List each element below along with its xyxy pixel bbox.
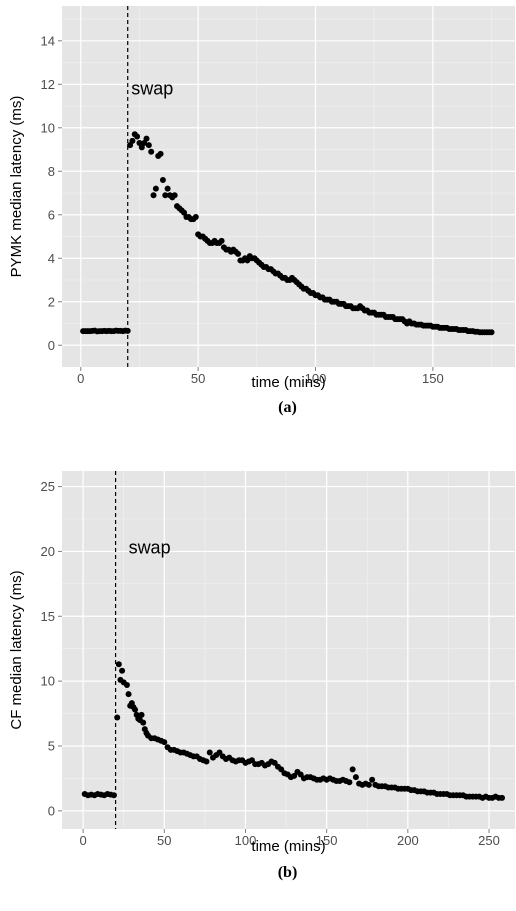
y-tick-label: 20 — [41, 544, 55, 559]
swap-label: swap — [131, 79, 173, 99]
panel-b: 0 50 100 150 200 250 0 5 10 15 20 25 swap time (mins)… — [8, 471, 515, 881]
x-tick-label: 150 — [316, 833, 338, 848]
data-point — [145, 142, 152, 149]
y-tick-label: 10 — [41, 674, 55, 689]
x-tick-label: 150 — [422, 371, 444, 386]
panel-a: 0 50 100 150 0 2 4 6 8 10 12 14 swap time (mins) PYMK … — [8, 6, 515, 416]
data-point — [235, 250, 242, 257]
panel-caption: (a) — [278, 399, 297, 416]
y-tick-label: 5 — [48, 738, 55, 753]
data-point — [192, 213, 199, 220]
data-point — [352, 774, 359, 781]
data-point — [346, 779, 353, 786]
data-point — [164, 185, 171, 192]
data-point — [499, 794, 506, 801]
y-tick-label: 25 — [41, 479, 55, 494]
swap-label: swap — [129, 538, 171, 558]
data-point — [369, 776, 376, 783]
x-tick-label: 200 — [397, 833, 419, 848]
data-point — [119, 667, 126, 674]
data-point — [162, 192, 169, 199]
data-point — [159, 176, 166, 183]
plot-background — [62, 6, 515, 367]
data-point — [138, 711, 145, 718]
y-tick-label: 14 — [41, 33, 55, 48]
y-axis-title: PYMK median latency (ms) — [8, 96, 25, 278]
x-tick-label: 0 — [79, 833, 86, 848]
data-point — [218, 237, 225, 244]
x-tick-label: 50 — [157, 833, 171, 848]
data-point — [129, 137, 136, 144]
x-tick-label: 0 — [77, 371, 84, 386]
x-tick-label: 100 — [235, 833, 257, 848]
data-point — [365, 781, 372, 788]
data-point — [161, 739, 168, 746]
plot-background — [62, 471, 515, 829]
data-point — [125, 691, 132, 698]
data-point — [140, 719, 147, 726]
data-point — [206, 749, 213, 756]
y-tick-label: 15 — [41, 609, 55, 624]
data-point — [143, 135, 150, 142]
y-tick-label: 4 — [48, 251, 55, 266]
y-tick-label: 0 — [48, 338, 55, 353]
data-point — [152, 185, 159, 192]
x-tick-label: 100 — [305, 371, 327, 386]
x-axis-title: time (mins) — [251, 374, 325, 391]
data-point — [157, 150, 164, 157]
y-axis-title: CF median latency (ms) — [8, 570, 25, 729]
data-point — [115, 661, 122, 668]
data-point — [114, 714, 121, 721]
data-point — [110, 792, 117, 799]
data-point — [124, 327, 131, 334]
x-tick-label: 50 — [191, 371, 205, 386]
y-tick-label: 10 — [41, 120, 55, 135]
y-tick-label: 6 — [48, 207, 55, 222]
x-axis-title: time (mins) — [251, 838, 325, 855]
panel-caption: (b) — [278, 864, 298, 881]
data-point — [148, 148, 155, 155]
y-tick-label: 8 — [48, 164, 55, 179]
data-point — [123, 682, 130, 689]
x-tick-label: 250 — [478, 833, 500, 848]
y-tick-label: 12 — [41, 77, 55, 92]
y-tick-label: 0 — [48, 803, 55, 818]
data-point — [171, 192, 178, 199]
data-point — [134, 133, 141, 140]
data-point — [150, 192, 157, 199]
data-point — [488, 329, 495, 336]
y-tick-label: 2 — [48, 294, 55, 309]
data-point — [349, 766, 356, 773]
data-point — [132, 706, 139, 713]
data-point — [203, 758, 210, 765]
